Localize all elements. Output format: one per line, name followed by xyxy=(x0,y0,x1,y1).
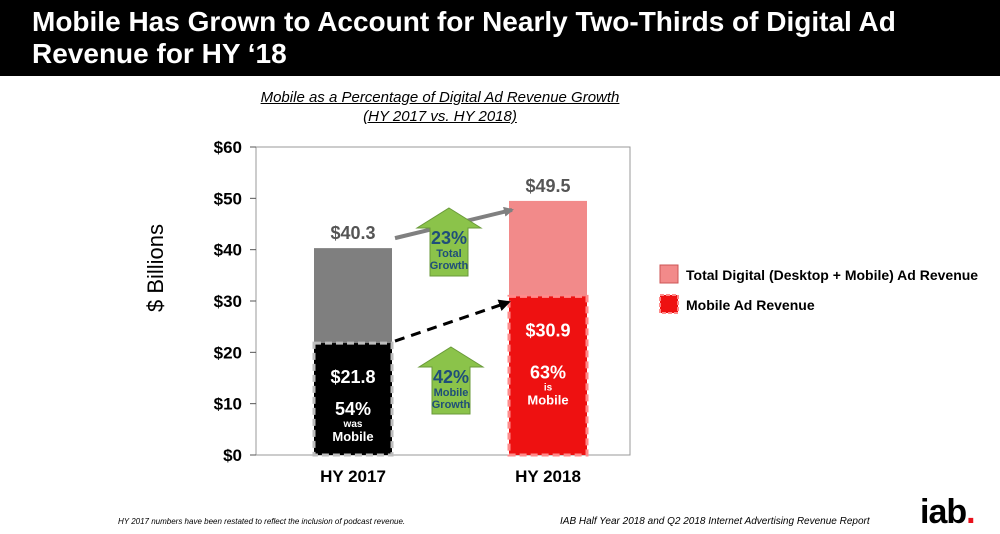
mobile-share-pct-1: 63% xyxy=(530,362,566,382)
y-tick-label-5: $50 xyxy=(214,189,242,208)
data-label-total-1: $49.5 xyxy=(525,176,570,196)
source-note: IAB Half Year 2018 and Q2 2018 Internet … xyxy=(560,516,870,527)
y-tick-label-4: $40 xyxy=(214,241,242,260)
legend-swatch-total xyxy=(659,264,679,284)
mobile-growth-trend-arrow xyxy=(394,299,511,343)
data-label-mobile-1: $30.9 xyxy=(525,320,570,340)
y-tick-label-3: $30 xyxy=(214,292,242,311)
chart-subtitle: (HY 2017 vs. HY 2018) xyxy=(363,108,517,125)
growth-line1-1: Mobile xyxy=(434,387,469,399)
x-tick-label-1: HY 2018 xyxy=(515,467,581,486)
growth-pct-0: 23% xyxy=(431,228,467,248)
bar-mobile-0 xyxy=(312,341,394,457)
legend-label-mobile: Mobile Ad Revenue xyxy=(686,297,815,313)
title-bar: Mobile Has Grown to Account for Nearly T… xyxy=(0,0,1000,76)
data-label-total-0: $40.3 xyxy=(330,223,375,243)
logo-dot: . xyxy=(966,493,976,531)
data-label-mobile-0: $21.8 xyxy=(330,367,375,387)
x-tick-label-0: HY 2017 xyxy=(320,467,386,486)
y-tick-label-6: $60 xyxy=(214,138,242,157)
growth-line2-1: Growth xyxy=(432,399,471,411)
page-title: Mobile Has Grown to Account for Nearly T… xyxy=(32,6,896,69)
y-tick-label-2: $20 xyxy=(214,343,242,362)
growth-line2-0: Growth xyxy=(430,260,469,272)
legend-swatch-mobile xyxy=(659,294,679,314)
y-tick-label-1: $10 xyxy=(214,395,242,414)
chart-title-block: Mobile as a Percentage of Digital Ad Rev… xyxy=(200,88,680,126)
iab-logo: iab. xyxy=(920,492,976,532)
growth-line1-0: Total xyxy=(436,248,461,260)
legend-label-total: Total Digital (Desktop + Mobile) Ad Reve… xyxy=(686,267,978,283)
growth-up-arrow-1 xyxy=(417,346,485,415)
mobile-share-line1-1: is xyxy=(544,382,553,393)
mobile-share-pct-0: 54% xyxy=(335,399,371,419)
bar-mobile-1 xyxy=(507,294,589,457)
logo-text: iab xyxy=(920,493,967,531)
mobile-share-line2-1: Mobile xyxy=(527,392,568,407)
mobile-share-line2-0: Mobile xyxy=(332,429,373,444)
chart-title: Mobile as a Percentage of Digital Ad Rev… xyxy=(260,89,620,106)
growth-up-arrow-0 xyxy=(415,207,483,277)
growth-pct-1: 42% xyxy=(433,367,469,387)
y-tick-label-0: $0 xyxy=(223,446,242,465)
y-axis-label: $ Billions xyxy=(143,224,168,312)
mobile-share-line1-0: was xyxy=(343,419,363,430)
footnote: HY 2017 numbers have been restated to re… xyxy=(118,517,406,526)
